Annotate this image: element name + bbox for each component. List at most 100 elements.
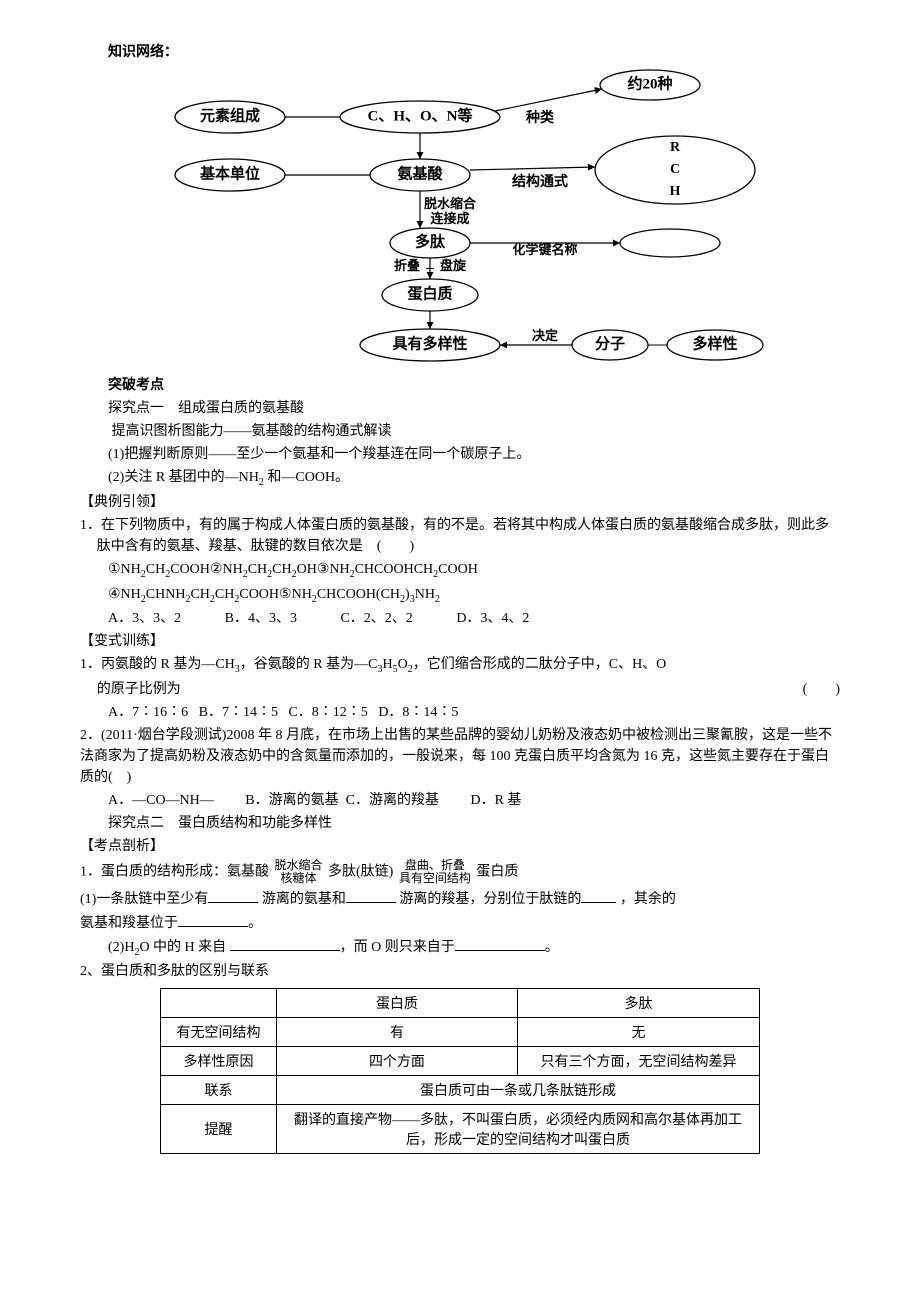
t: H	[382, 657, 392, 672]
t: ，它们缩合形成的二肽分子中，C、H、O	[413, 657, 667, 672]
rule2-mid: 和—COOH。	[264, 470, 349, 485]
v2-option-d: D．R 基	[470, 793, 521, 808]
kp1-sub1: (1)一条肽链中至少有 游离的氨基和 游离的羧基，分别位于肽链的 ，其余的	[80, 888, 840, 910]
table-row: 有无空间结构 有 无	[161, 1018, 760, 1047]
t: 具有空间结构	[399, 872, 471, 885]
t: ，谷氨酸的 R 基为—C	[240, 657, 378, 672]
t: OH③NH	[297, 562, 350, 577]
t: 蛋白质	[476, 865, 518, 880]
cell: 有	[276, 1018, 517, 1047]
th-protein: 蛋白质	[276, 989, 517, 1018]
knowledge-network-diagram: 元素组成C、H、O、N等约20种基本单位氨基酸种类结构通式RCH脱水缩合连接成多…	[140, 67, 780, 367]
svg-text:蛋白质: 蛋白质	[407, 284, 452, 302]
t: ④NH	[108, 587, 141, 602]
v2-option-a: A．—CO—NH—	[108, 793, 214, 808]
cell: 四个方面	[276, 1047, 517, 1076]
heading-knowledge-network: 知识网络：	[80, 42, 840, 63]
t: 氨基和羧基位于	[80, 916, 178, 931]
cell: 有无空间结构	[161, 1018, 277, 1047]
v1-ratio-label: 的原子比例为	[97, 679, 181, 700]
t: O	[398, 657, 408, 672]
q1-formula-line-1: ①NH2CH2COOH②NH2CH2CH2OH③NH2CHCOOHCH2COOH	[80, 559, 840, 582]
v1-paren: ( )	[803, 679, 840, 700]
svg-text:折叠: 折叠	[394, 258, 420, 273]
frac-2: 盘曲、折叠具有空间结构	[399, 859, 471, 885]
t: CH	[272, 562, 291, 577]
q1-option-b: B．4、3、3	[225, 608, 297, 629]
explore-point-2: 探究点二 蛋白质结构和功能多样性	[80, 813, 840, 834]
svg-text:决定: 决定	[532, 328, 558, 343]
svg-text:氨基酸: 氨基酸	[397, 164, 443, 182]
table-row: 多样性原因 四个方面 只有三个方面，无空间结构差异	[161, 1047, 760, 1076]
t: O 中的 H 来自	[139, 940, 229, 955]
t: CH	[146, 562, 165, 577]
t: CHCOOHCH	[355, 562, 434, 577]
svg-text:多肽: 多肽	[415, 232, 446, 250]
frac-1: 脱水缩合核糖体	[275, 859, 323, 885]
t: 1．蛋白质的结构形成：氨基酸	[80, 865, 269, 880]
v2-option-c: C．游离的羧基	[346, 793, 439, 808]
svg-text:结构通式: 结构通式	[512, 173, 568, 190]
v1-option-b: B．7∶14∶5	[199, 705, 278, 720]
t: CH	[248, 562, 267, 577]
svg-text:具有多样性: 具有多样性	[392, 334, 467, 352]
cell: 翻译的直接产物——多肽，不叫蛋白质，必须经内质网和高尔基体再加工后，形成一定的空…	[276, 1105, 759, 1154]
t: CHCOOH(CH	[317, 587, 400, 602]
v1-option-d: D．8∶14∶5	[378, 705, 458, 720]
t: 游离的羧基，分别位于肽链的	[399, 892, 581, 907]
heading-breakthrough: 突破考点	[80, 375, 840, 396]
t: COOH⑤NH	[239, 587, 311, 602]
th-blank	[161, 989, 277, 1018]
svg-text:多样性: 多样性	[692, 334, 737, 352]
th-polypeptide: 多肽	[517, 989, 759, 1018]
t: ①NH	[108, 562, 141, 577]
t: CH	[190, 587, 209, 602]
t: NH	[415, 587, 435, 602]
t: 多肽(肽链)	[328, 865, 393, 880]
svg-text:C、H、O、N等: C、H、O、N等	[367, 106, 472, 124]
svg-text:R: R	[670, 140, 681, 155]
q1-option-c: C．2、2、2	[340, 608, 412, 629]
svg-text:元素组成: 元素组成	[200, 106, 260, 124]
svg-text:C: C	[670, 162, 680, 177]
q1-stem: 1．在下列物质中，有的属于构成人体蛋白质的氨基酸，有的不是。若将其中构成人体蛋白…	[80, 515, 840, 557]
t: 游离的氨基和	[262, 892, 346, 907]
t: (2)H	[108, 940, 134, 955]
t: 1．丙氨酸的 R 基为—CH	[80, 657, 235, 672]
kp1-sub2: (2)H2O 中的 H 来自 ，而 O 则只来自于。	[80, 936, 840, 960]
t: CHNH	[146, 587, 186, 602]
cell: 联系	[161, 1076, 277, 1105]
svg-text:脱水缩合: 脱水缩合	[424, 196, 477, 211]
q1-formula-line-2: ④NH2CHNH2CH2CH2COOH⑤NH2CHCOOH(CH2)3NH2	[80, 584, 840, 607]
explore-1-subtitle-text: 提高识图析图能力——氨基酸的结构通式解读	[112, 424, 392, 439]
rule2-pre: (2)关注 R 基团中的—NH	[108, 470, 259, 485]
t: (1)一条肽链中至少有	[80, 892, 208, 907]
v1-stem-line1: 1．丙氨酸的 R 基为—CH3，谷氨酸的 R 基为—C3H5O2，它们缩合形成的…	[80, 654, 840, 677]
table-row: 提醒 翻译的直接产物——多肽，不叫蛋白质，必须经内质网和高尔基体再加工后，形成一…	[161, 1105, 760, 1154]
heading-analysis: 【考点剖析】	[80, 836, 840, 857]
cell: 无	[517, 1018, 759, 1047]
table-header-row: 蛋白质 多肽	[161, 989, 760, 1018]
explore-1-rule-1: (1)把握判断原则——至少一个氨基和一个羧基连在同一个碳原子上。	[80, 444, 840, 465]
cell: 多样性原因	[161, 1047, 277, 1076]
t: COOH	[438, 562, 478, 577]
svg-text:盘旋: 盘旋	[440, 258, 467, 273]
blank	[455, 936, 545, 951]
table-row: 联系 蛋白质可由一条或几条肽链形成	[161, 1076, 760, 1105]
v1-options: A．7∶16∶6 B．7∶14∶5 C．8∶12∶5 D．8∶14∶5	[80, 702, 840, 723]
explore-1-subtitle: 提高识图析图能力——氨基酸的结构通式解读	[80, 421, 840, 442]
protein-polypeptide-table: 蛋白质 多肽 有无空间结构 有 无 多样性原因 四个方面 只有三个方面，无空间结…	[160, 988, 760, 1154]
explore-point-1: 探究点一 组成蛋白质的氨基酸	[80, 398, 840, 419]
svg-text:连接成: 连接成	[430, 211, 469, 226]
kp2-heading: 2、蛋白质和多肽的区别与联系	[80, 961, 840, 982]
t: ，其余的	[620, 892, 676, 907]
cell: 蛋白质可由一条或几条肽链形成	[276, 1076, 759, 1105]
heading-example: 【典例引领】	[80, 492, 840, 513]
v1-option-a: A．7∶16∶6	[108, 705, 188, 720]
v2-stem: 2．(2011·烟台学段测试)2008 年 8 月底，在市场上出售的某些品牌的婴…	[80, 725, 840, 788]
q1-option-d: D．3、4、2	[456, 608, 529, 629]
svg-text:H: H	[670, 184, 681, 199]
v2-options: A．—CO—NH— B．游离的氨基 C．游离的羧基 D．R 基	[80, 790, 840, 811]
t: 核糖体	[275, 872, 323, 885]
kp1-sub1b: 氨基和羧基位于。	[80, 912, 840, 934]
